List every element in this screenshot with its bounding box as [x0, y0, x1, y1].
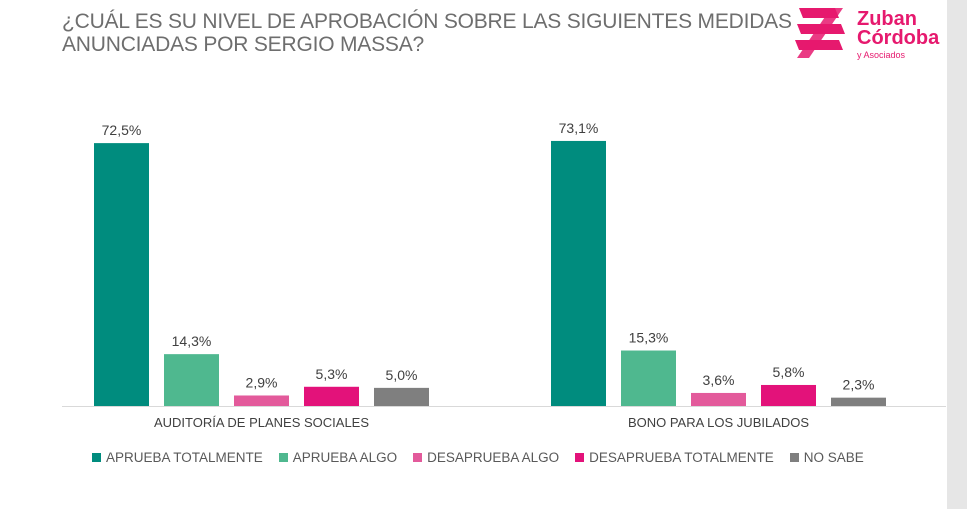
bar-1-3	[234, 395, 289, 406]
data-label-2-5: 2,3%	[843, 377, 875, 393]
legend-item-4: DESAPRUEBA TOTALMENTE	[575, 450, 774, 465]
legend-swatch	[575, 453, 585, 462]
data-label-2-2: 15,3%	[629, 330, 669, 346]
data-label-1-1: 72,5%	[102, 122, 142, 138]
data-label-1-3: 2,9%	[246, 374, 278, 390]
legend-swatch	[413, 453, 423, 462]
data-label-2-4: 5,8%	[773, 364, 805, 380]
data-label-1-5: 5,0%	[386, 367, 418, 383]
brand-name-line-1: Zuban	[857, 8, 917, 30]
legend-label: NO SABE	[803, 450, 864, 465]
brand-name-line-2: Córdoba	[857, 27, 940, 49]
scroll-edge	[947, 0, 967, 509]
data-label-1-2: 14,3%	[172, 333, 212, 349]
category-label-2: BONO PARA LOS JUBILADOS	[628, 415, 809, 430]
category-label-1: AUDITORÍA DE PLANES SOCIALES	[154, 415, 369, 430]
legend-item-1: APRUEBA TOTALMENTE	[92, 450, 263, 465]
bar-1-4	[304, 386, 359, 406]
legend-swatch	[278, 453, 288, 462]
bar-2-5	[831, 397, 886, 406]
brand-subtitle: y Asociados	[857, 50, 906, 60]
legend-label: DESAPRUEBA ALGO	[427, 450, 560, 465]
legend-label: DESAPRUEBA TOTALMENTE	[589, 450, 774, 465]
bar-1-5	[374, 387, 429, 406]
chart-title-line-2: ANUNCIADAS POR SERGIO MASSA?	[62, 33, 424, 56]
data-label-2-3: 3,6%	[703, 372, 735, 388]
brand-name: Zuban Córdoba	[857, 8, 940, 49]
data-label-2-1: 73,1%	[559, 120, 599, 136]
bar-chart: 72,5% 14,3% 2,9% 5,3% 5,0% AUDITORÍA DE PLANE…	[62, 120, 946, 430]
legend-item-5: NO SABE	[789, 450, 864, 465]
bar-2-4	[761, 384, 816, 406]
bar-2-1	[551, 140, 606, 407]
bar-1-1	[94, 143, 149, 407]
legend-swatch	[92, 453, 101, 462]
chart-title: ¿CUÁL ES SU NIVEL DE APROBACIÓN SOBRE LA…	[62, 10, 792, 56]
brand-logo-icon	[795, 8, 845, 58]
legend-item-3: DESAPRUEBA ALGO	[413, 450, 559, 465]
bar-1-2	[164, 354, 219, 406]
legend-label: APRUEBA ALGO	[292, 450, 398, 465]
chart-legend: APRUEBA TOTALMENTE APRUEBA ALGO DESAPRUEBA…	[92, 450, 864, 465]
data-label-1-4: 5,3%	[316, 366, 348, 382]
chart-title-line-1: ¿CUÁL ES SU NIVEL DE APROBACIÓN SOBRE LA…	[62, 10, 792, 33]
bar-2-2	[621, 350, 676, 406]
brand-logo: Zuban Córdoba y Asociados	[795, 4, 945, 64]
slide	[0, 0, 947, 509]
legend-item-2: APRUEBA ALGO	[278, 450, 398, 465]
legend-label: APRUEBA TOTALMENTE	[106, 450, 263, 465]
bar-2-3	[691, 392, 746, 406]
legend-swatch	[789, 453, 799, 462]
